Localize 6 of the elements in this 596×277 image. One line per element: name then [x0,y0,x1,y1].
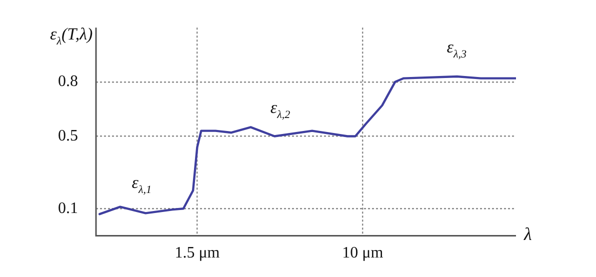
x-tick-label: 1.5 μm [174,244,220,262]
x-tick-label: 10 μm [342,244,384,262]
y-tick-label: 0.5 [58,127,78,144]
x-axis-title: λ [523,224,532,244]
y-tick-label: 0.8 [58,73,78,90]
y-tick-label: 0.1 [58,200,78,217]
